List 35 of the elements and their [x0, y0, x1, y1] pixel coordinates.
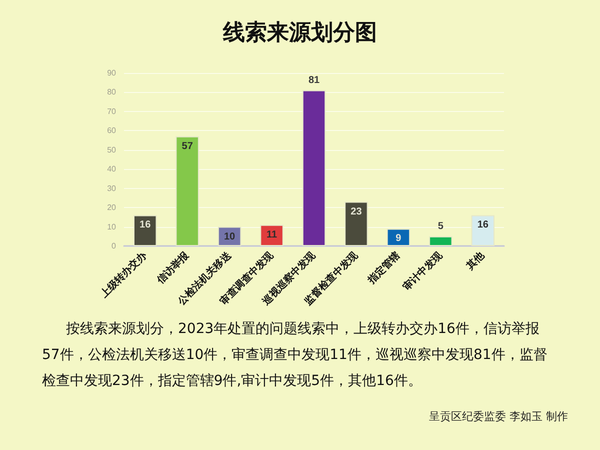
- bar: [260, 224, 284, 246]
- y-tick-label: 70: [107, 106, 117, 116]
- bar: [134, 215, 157, 246]
- data-label: 81: [308, 74, 320, 86]
- y-tick-label: 30: [107, 184, 117, 193]
- x-tick-label: 审计中发现: [400, 248, 446, 294]
- data-label: 10: [224, 231, 236, 242]
- chart-title: 线索来源划分图: [222, 20, 377, 46]
- bar: [302, 90, 326, 246]
- bar: [429, 236, 452, 246]
- data-label: 11: [266, 229, 278, 240]
- x-tick-label: 信访举报: [154, 248, 192, 287]
- y-tick-label: 50: [107, 145, 117, 154]
- y-tick-label: 40: [107, 164, 117, 174]
- x-tick-label: 指定管辖: [364, 249, 402, 287]
- bar: [344, 202, 368, 246]
- data-label: 9: [396, 233, 402, 244]
- data-label: 16: [140, 220, 152, 231]
- y-tick-label: 0: [112, 242, 117, 250]
- y-tick-label: 80: [107, 88, 117, 97]
- bar: [471, 215, 494, 246]
- text: 按线索来源划分，2023年处置的问题线索中，上级转办交办16件，信访举报57件，公检法机关移送10件，审查调查中发现11件，巡视巡察中发现81件，监督检查中发现23件，指定管辖9件,审计中发现5件，其他16件。: [42, 320, 548, 391]
- y-tick-label: 20: [107, 203, 117, 212]
- text: 呈贡区纪委监委 李如玉 制作: [429, 409, 568, 424]
- x-tick-label: 上级转办交办: [97, 248, 150, 302]
- y-tick-label: 90: [107, 68, 117, 78]
- data-label: 16: [477, 220, 489, 231]
- bar: [176, 136, 199, 246]
- x-tick-label: 其他: [463, 248, 488, 273]
- data-label: 5: [438, 220, 444, 232]
- y-tick-label: 60: [107, 126, 117, 136]
- data-label: 57: [182, 140, 194, 152]
- y-tick-label: 10: [107, 222, 117, 232]
- bar: [386, 228, 410, 246]
- data-label: 23: [350, 206, 362, 218]
